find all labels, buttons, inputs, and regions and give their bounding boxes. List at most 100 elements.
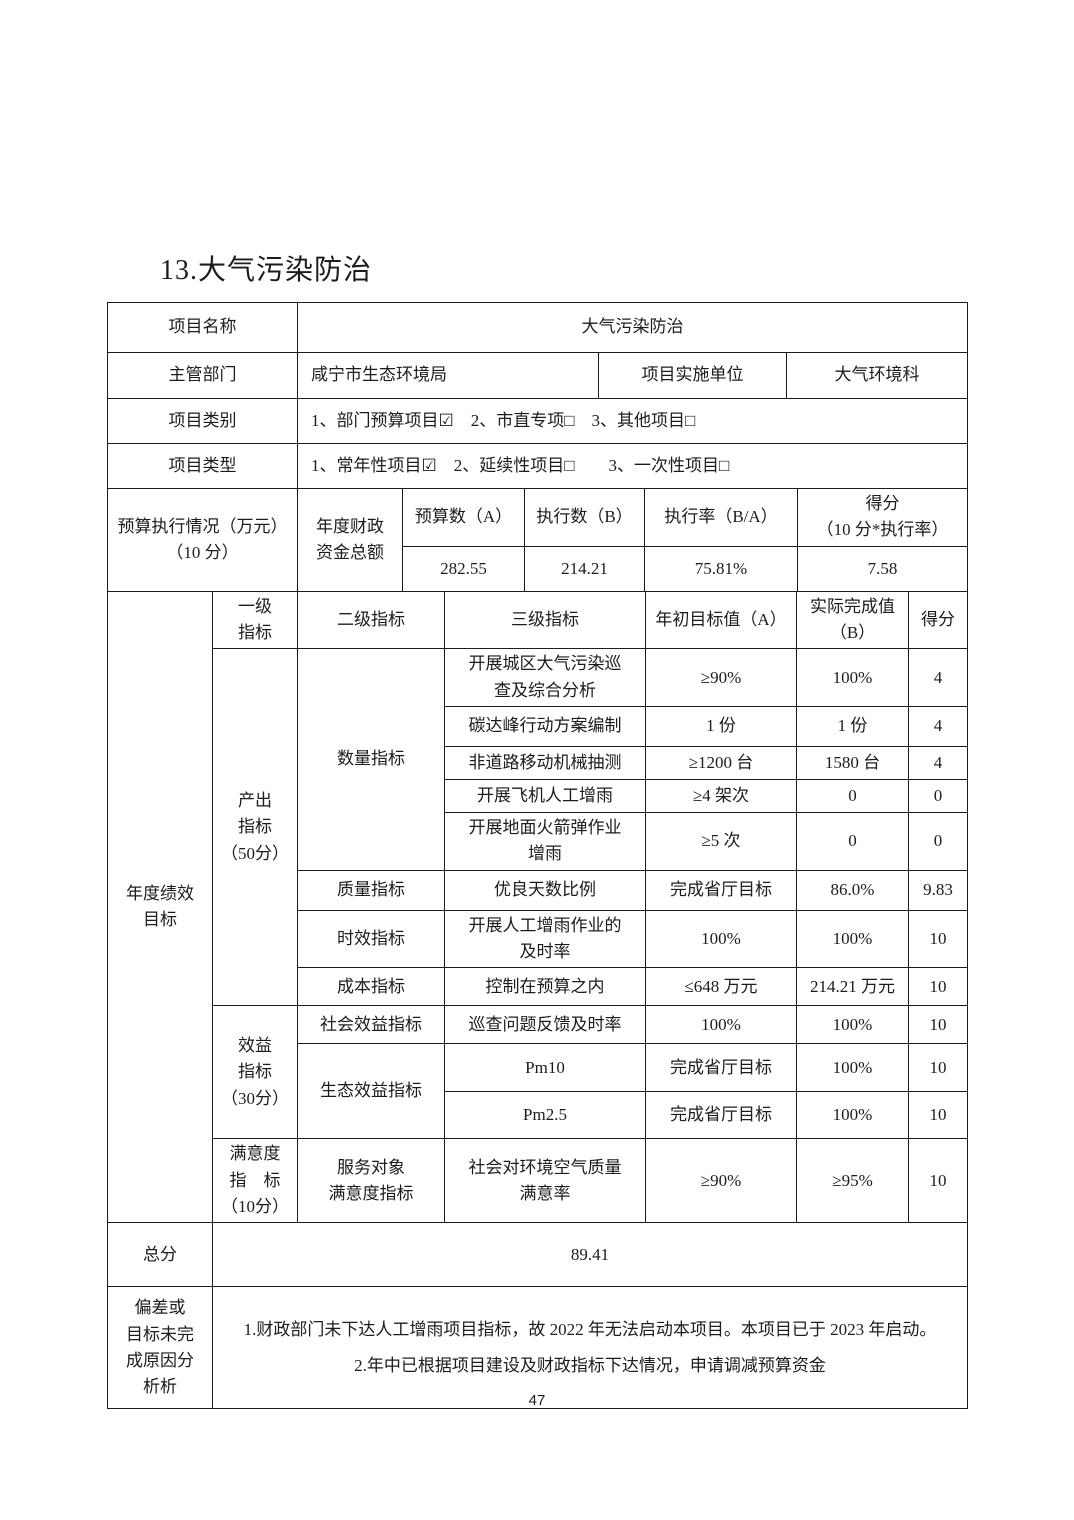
indicator-actual: 0: [796, 779, 909, 814]
deviation-line-1: 1.财政部门未下达人工增雨项目指标，故 2022 年无法启动本项目。本项目已于 …: [243, 1320, 937, 1340]
l2-service-label: 服务对象 满意度指标: [297, 1138, 445, 1224]
indicator-target: ≥90%: [645, 648, 797, 708]
indicator-name: Pm2.5: [444, 1091, 646, 1140]
header-level2: 二级指标: [297, 590, 445, 650]
indicator-score: 10: [908, 1138, 968, 1224]
indicator-row: 时效指标 开展人工增雨作业的 及时率 100% 100% 10: [108, 909, 968, 969]
header-level1: 一级 指标: [212, 590, 298, 650]
indicator-actual: ≥95%: [796, 1138, 909, 1224]
indicator-target: 100%: [645, 909, 797, 969]
exec-value: 214.21: [524, 545, 645, 592]
indicator-target: ≥4 架次: [645, 779, 797, 814]
type-label: 项目类型: [107, 443, 298, 489]
indicator-row: 效益 指标 （30分） 社会效益指标 巡查问题反馈及时率 100% 100% 1…: [108, 1005, 968, 1140]
header-score: 得分: [908, 590, 968, 650]
indicator-row: 非道路移动机械抽测 ≥1200 台 1580 台 4: [108, 746, 968, 781]
indicator-name: 巡查问题反馈及时率: [444, 1005, 646, 1045]
indicator-target: 完成省厅目标: [645, 1043, 797, 1093]
indicator-name: 开展地面火箭弹作业 增雨: [444, 812, 646, 871]
impl-unit-value: 大气环境科: [785, 352, 969, 399]
dept-value: 咸宁市生态环境局: [297, 352, 599, 399]
indicator-name: 开展飞机人工增雨: [444, 779, 646, 814]
page-number: 47: [528, 1392, 546, 1409]
indicator-target: 100%: [645, 1005, 797, 1045]
header-level3: 三级指标: [444, 590, 646, 650]
rate-col-header: 执行率（B/A）: [644, 488, 798, 547]
deviation-content: 1.财政部门未下达人工增雨项目指标，故 2022 年无法启动本项目。本项目已于 …: [212, 1286, 968, 1410]
indicator-actual: 100%: [796, 648, 909, 708]
total-score-row: 总分 89.41: [107, 1222, 968, 1288]
indicator-score: 0: [908, 779, 968, 814]
indicator-row: 开展地面火箭弹作业 增雨 ≥5 次 0 0: [108, 812, 968, 871]
indicator-actual: 86.0%: [796, 869, 909, 911]
project-name-value: 大气污染防治: [296, 302, 969, 353]
budget-section-label: 预算执行情况（万元） （10 分）: [107, 488, 298, 592]
indicator-score: 10: [908, 967, 968, 1007]
header-actual: 实际完成值 （B）: [796, 590, 909, 650]
deviation-table: 偏差或 目标未完 成原因分 析析 1.财政部门未下达人工增雨项目指标，故 202…: [107, 1286, 968, 1410]
l2-quantity-label: 数量指标: [297, 648, 445, 871]
indicator-name: 社会对环境空气质量 满意率: [444, 1138, 646, 1224]
table-row: 项目类别 1、部门预算项目☑ 2、市直专项□ 3、其他项目□: [107, 398, 969, 444]
group-output-label: 产出 指标 （50分）: [212, 648, 298, 1007]
indicator-score: 9.83: [908, 869, 968, 911]
indicator-target: 完成省厅目标: [645, 1091, 797, 1140]
annual-fund-label: 年度财政 资金总额: [297, 488, 403, 592]
category-label: 项目类别: [107, 398, 298, 444]
indicator-score: 4: [908, 706, 968, 748]
l2-quality-label: 质量指标: [297, 869, 445, 911]
indicator-row: 质量指标 优良天数比例 完成省厅目标 86.0% 9.83: [108, 869, 968, 911]
indicator-name: 非道路移动机械抽测: [444, 746, 646, 781]
score-col-header: 得分 （10 分*执行率）: [797, 488, 968, 547]
indicator-target: 1 份: [645, 706, 797, 748]
annual-perf-goal-label: 年度绩效 目标: [107, 590, 213, 1224]
l2-cost-label: 成本指标: [297, 967, 445, 1007]
table-row: 282.55 214.21 75.81% 7.58: [108, 545, 968, 592]
table-row: 项目类型 1、常年性项目☑ 2、延续性项目□ 3、一次性项目□: [107, 443, 969, 489]
deviation-row: 偏差或 目标未完 成原因分 析析 1.财政部门未下达人工增雨项目指标，故 202…: [107, 1286, 968, 1410]
l2-timeliness-label: 时效指标: [297, 909, 445, 969]
score-value: 7.58: [797, 545, 968, 592]
total-score-value: 89.41: [212, 1222, 968, 1288]
page-title: 13.大气污染防治: [160, 255, 373, 286]
exec-col-header: 执行数（B）: [524, 488, 645, 547]
indicator-target: ≥1200 台: [645, 746, 797, 781]
indicator-row: Pm2.5 完成省厅目标 100% 10: [108, 1091, 968, 1140]
indicator-score: 10: [908, 1005, 968, 1045]
indicator-target: 完成省厅目标: [645, 869, 797, 911]
deviation-label: 偏差或 目标未完 成原因分 析析: [107, 1286, 213, 1410]
indicator-name: 碳达峰行动方案编制: [444, 706, 646, 748]
performance-table-group: 项目名称 大气污染防治 主管部门 咸宁市生态环境局 项目实施单位 大气环境科 项…: [107, 302, 969, 1410]
indicator-name: 开展人工增雨作业的 及时率: [444, 909, 646, 969]
indicator-actual: 214.21 万元: [796, 967, 909, 1007]
indicator-actual: 100%: [796, 1091, 909, 1140]
indicator-actual: 0: [796, 812, 909, 871]
indicator-score: 0: [908, 812, 968, 871]
indicator-name: 开展城区大气污染巡 查及综合分析: [444, 648, 646, 708]
indicator-target: ≥5 次: [645, 812, 797, 871]
l2-eco-label: 生态效益指标: [297, 1043, 445, 1140]
indicator-actual: 100%: [796, 1005, 909, 1045]
category-checkboxes: 1、部门预算项目☑ 2、市直专项□ 3、其他项目□: [296, 398, 969, 444]
header-target: 年初目标值（A）: [645, 590, 797, 650]
indicator-row: 成本指标 控制在预算之内 ≤648 万元 214.21 万元 10: [108, 967, 968, 1007]
indicator-row: 碳达峰行动方案编制 1 份 1 份 4: [108, 706, 968, 748]
table-row: 项目名称 大气污染防治: [107, 302, 969, 353]
type-checkboxes: 1、常年性项目☑ 2、延续性项目□ 3、一次性项目□: [296, 443, 969, 489]
indicator-row: 开展飞机人工增雨 ≥4 架次 0 0: [108, 779, 968, 814]
indicator-score: 4: [908, 648, 968, 708]
budget-execution-table: 预算执行情况（万元） （10 分） 年度财政 资金总额 预算数（A） 执行数（B…: [107, 488, 968, 592]
group-benefit-label: 效益 指标 （30分）: [212, 1005, 298, 1140]
indicator-score: 10: [908, 909, 968, 969]
l2-social-label: 社会效益指标: [297, 1005, 445, 1045]
indicator-row: 产出 指标 （50分） 数量指标 开展城区大气污染巡 查及综合分析 ≥90% 1…: [108, 648, 968, 1007]
budget-col-header: 预算数（A）: [402, 488, 525, 547]
indicator-row: 满意度 指 标 （10分） 服务对象 满意度指标 社会对环境空气质量 满意率 ≥…: [108, 1138, 968, 1224]
indicator-row: 生态效益指标 Pm10 完成省厅目标 100% 10: [108, 1043, 968, 1140]
indicator-name: 优良天数比例: [444, 869, 646, 911]
indicator-actual: 100%: [796, 909, 909, 969]
table-row: 主管部门 咸宁市生态环境局 项目实施单位 大气环境科: [107, 352, 969, 399]
indicator-name: 控制在预算之内: [444, 967, 646, 1007]
project-name-label: 项目名称: [107, 302, 298, 353]
